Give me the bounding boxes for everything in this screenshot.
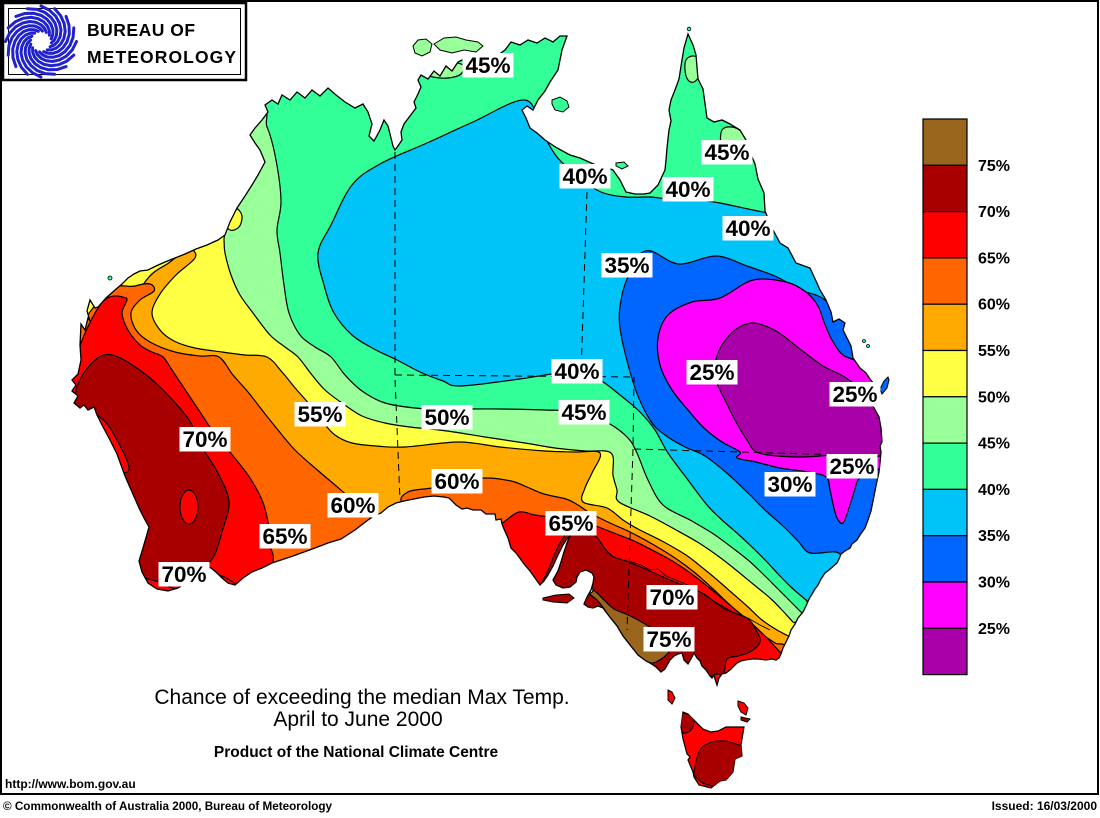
svg-text:75%: 75% xyxy=(646,627,691,652)
svg-text:35%: 35% xyxy=(978,528,1010,545)
svg-text:30%: 30% xyxy=(767,472,812,497)
svg-text:65%: 65% xyxy=(548,511,593,536)
svg-text:30%: 30% xyxy=(978,575,1010,592)
svg-text:45%: 45% xyxy=(561,400,606,425)
svg-text:60%: 60% xyxy=(434,469,479,494)
svg-text:40%: 40% xyxy=(725,216,770,241)
svg-text:25%: 25% xyxy=(829,454,874,479)
svg-text:Issued: 16/03/2000: Issued: 16/03/2000 xyxy=(992,799,1098,813)
svg-text:55%: 55% xyxy=(978,343,1010,360)
svg-text:60%: 60% xyxy=(978,297,1010,314)
svg-text:April to June 2000: April to June 2000 xyxy=(273,708,442,731)
svg-text:55%: 55% xyxy=(297,402,342,427)
svg-text:Chance of exceeding the median: Chance of exceeding the median Max Temp. xyxy=(154,686,569,709)
svg-text:65%: 65% xyxy=(262,524,307,549)
svg-text:45%: 45% xyxy=(978,436,1010,453)
svg-text:40%: 40% xyxy=(978,482,1010,499)
svg-text:40%: 40% xyxy=(665,177,710,202)
svg-text:25%: 25% xyxy=(689,360,734,385)
svg-text:BUREAU OF: BUREAU OF xyxy=(87,20,196,40)
svg-text:35%: 35% xyxy=(604,253,649,278)
svg-text:70%: 70% xyxy=(978,204,1010,221)
svg-text:45%: 45% xyxy=(704,140,749,165)
svg-text:60%: 60% xyxy=(330,493,375,518)
svg-text:50%: 50% xyxy=(978,389,1010,406)
svg-text:70%: 70% xyxy=(182,427,227,452)
svg-text:http://www.bom.gov.au: http://www.bom.gov.au xyxy=(5,777,136,791)
svg-text:75%: 75% xyxy=(978,158,1010,175)
svg-text:70%: 70% xyxy=(649,585,694,610)
svg-text:Product of the National Climat: Product of the National Climate Centre xyxy=(214,744,499,761)
svg-text:70%: 70% xyxy=(161,562,206,587)
svg-text:40%: 40% xyxy=(554,359,599,384)
svg-text:65%: 65% xyxy=(978,250,1010,267)
svg-text:50%: 50% xyxy=(424,405,469,430)
svg-text:METEOROLOGY: METEOROLOGY xyxy=(87,47,237,67)
svg-text:45%: 45% xyxy=(465,53,510,78)
svg-text:25%: 25% xyxy=(978,621,1010,638)
svg-text:25%: 25% xyxy=(832,382,877,407)
svg-text:© Commonwealth of Australia 20: © Commonwealth of Australia 2000, Bureau… xyxy=(3,800,332,813)
svg-text:40%: 40% xyxy=(562,164,607,189)
